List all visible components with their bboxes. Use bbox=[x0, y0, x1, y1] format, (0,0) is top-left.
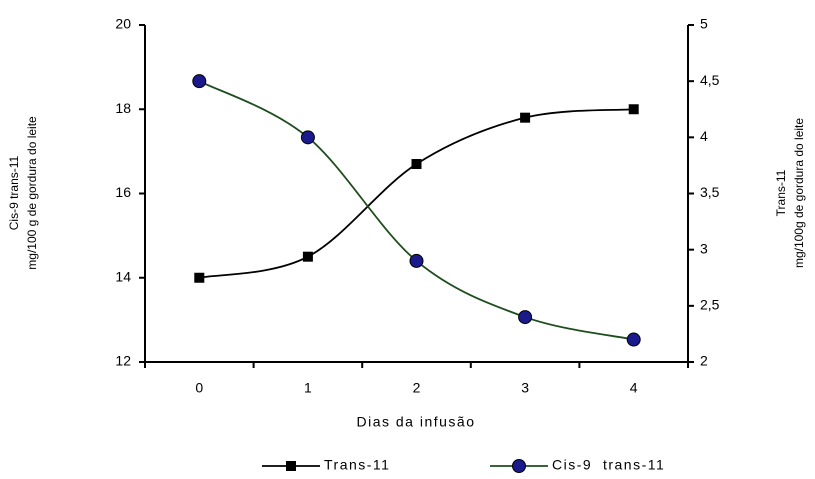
y2-axis-title: Trans-11 bbox=[774, 169, 788, 216]
y-tick-label: 12 bbox=[115, 353, 131, 369]
point bbox=[192, 74, 207, 89]
series-line bbox=[199, 108, 634, 279]
y2-axis-title: mg/100g de gordura do leite bbox=[792, 118, 806, 268]
x-tick-label: 1 bbox=[304, 380, 312, 396]
legend-marker bbox=[286, 461, 296, 471]
y2-tick-label: 3 bbox=[700, 240, 708, 256]
y2-tick-label: 4 bbox=[700, 128, 708, 144]
x-tick-label: 2 bbox=[413, 380, 421, 396]
point bbox=[411, 159, 422, 170]
point bbox=[194, 272, 205, 283]
x-axis-title: Dias da infusão bbox=[356, 414, 475, 430]
point bbox=[520, 112, 531, 123]
y-tick-label: 16 bbox=[115, 184, 131, 200]
y-tick-label: 14 bbox=[115, 268, 131, 284]
y-axis-title: Cis-9 trans-11 bbox=[7, 155, 21, 230]
legend-marker bbox=[512, 459, 526, 473]
y2-tick-label: 4,5 bbox=[700, 72, 720, 88]
point bbox=[626, 332, 641, 347]
point bbox=[409, 253, 424, 268]
y2-tick-label: 3,5 bbox=[700, 184, 720, 200]
x-tick-label: 3 bbox=[521, 380, 529, 396]
point bbox=[518, 310, 533, 325]
y2-tick-label: 5 bbox=[700, 16, 708, 32]
y2-tick-label: 2 bbox=[700, 353, 708, 369]
y2-tick-label: 2,5 bbox=[700, 297, 720, 313]
x-tick-label: 0 bbox=[195, 380, 203, 396]
point bbox=[302, 251, 313, 262]
y-tick-label: 18 bbox=[115, 100, 131, 116]
point bbox=[628, 104, 639, 115]
series-line bbox=[198, 80, 634, 341]
x-tick-label: 4 bbox=[630, 380, 638, 396]
legend-label: Trans-11 bbox=[324, 457, 390, 473]
y-tick-label: 20 bbox=[115, 16, 131, 32]
y-axis-title: mg/100 g de gordura do leite bbox=[25, 116, 39, 270]
legend-label: Cis-9 trans-11 bbox=[552, 457, 665, 473]
point bbox=[300, 130, 315, 145]
